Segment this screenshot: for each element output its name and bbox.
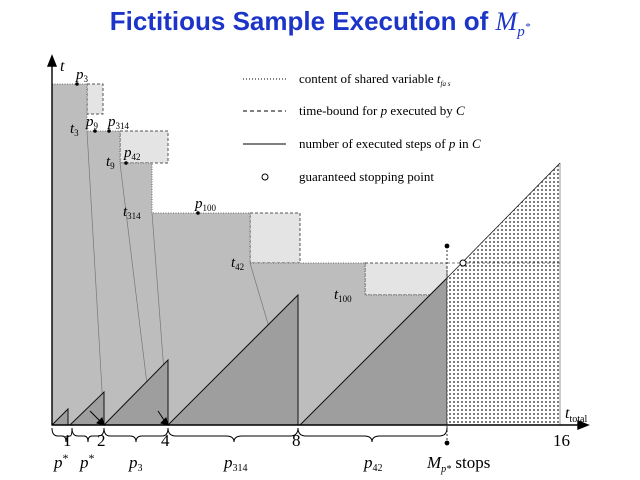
legend-item-shared-variable: content of shared variable tfa s (299, 71, 451, 88)
x-tick-2: 2 (97, 431, 106, 450)
diagram-title: Fictitious Sample Execution of Mp* (109, 6, 531, 41)
t9-label: t9 (106, 154, 115, 171)
brace-label-p314: p314 (223, 453, 248, 474)
brace-labels: p* p* p3 p314 p42 Mp* stops (53, 451, 490, 475)
legend-item-stopping-point: guaranteed stopping point (299, 169, 434, 184)
x-axis-label: ttotal (565, 405, 587, 425)
legend: content of shared variable tfa s time-bo… (243, 71, 481, 184)
guaranteed-stopping-point (459, 259, 467, 267)
p9-label: p9 (85, 114, 99, 131)
t42-label: t42 (231, 255, 244, 272)
t100-label: t100 (334, 287, 352, 304)
x-tick-8: 8 (292, 431, 301, 450)
stop-dot-bottom (444, 440, 450, 446)
legend-item-executed-steps: number of executed steps of p in C (299, 136, 481, 151)
brace-label-p42: p42 (363, 453, 383, 474)
stop-dot-top (444, 243, 450, 249)
t314-label: t314 (123, 204, 141, 221)
x-tick-1: 1 (63, 431, 72, 450)
phase-braces (51, 427, 448, 443)
axes (46, 54, 590, 431)
transition-arrows (89, 410, 169, 426)
post-stop-dotted-region (446, 162, 561, 426)
p-labels: p3 p9 p314 p42 p100 (75, 67, 217, 213)
legend-circle-swatch (261, 173, 269, 181)
time-bound-p9 (86, 83, 104, 115)
y-axis-arrow (46, 54, 58, 67)
legend-item-time-bound: time-bound for p executed by C (299, 103, 465, 118)
brace-label-p3: p3 (128, 453, 143, 474)
stop-label: Mp* stops (426, 453, 490, 475)
t-labels: t3 t9 t314 t42 t100 (70, 121, 352, 304)
brace-label-p-star-2: p* (79, 451, 95, 472)
y-axis-label: t (60, 58, 65, 75)
x-tick-4: 4 (161, 431, 170, 450)
p314-label: p314 (107, 114, 130, 131)
time-bound-p100 (249, 212, 301, 264)
x-tick-labels: 1 2 4 8 16 (63, 431, 570, 450)
time-bound-regions (86, 83, 448, 296)
time-bound-p42 (119, 130, 169, 164)
p3-label: p3 (75, 67, 89, 84)
p42-label: p42 (123, 145, 141, 162)
p100-label: p100 (194, 196, 217, 213)
x-tick-16: 16 (553, 431, 570, 450)
brace-label-p-star-1: p* (53, 451, 69, 472)
label-dots (75, 82, 200, 215)
executed-steps-triangles (50, 276, 448, 426)
diagonal-continuation (446, 162, 561, 279)
time-bound-p-final (364, 262, 448, 296)
x-axis-arrow (577, 419, 590, 431)
t3-label: t3 (70, 121, 79, 138)
